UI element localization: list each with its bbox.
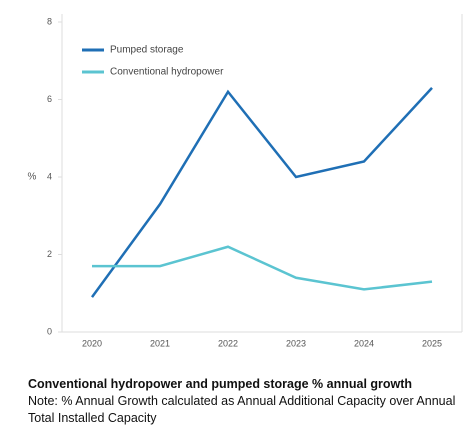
y-tick-label: 6: [47, 94, 52, 104]
legend-label: Conventional hydropower: [110, 67, 224, 78]
y-axis-label: %: [28, 172, 37, 183]
x-tick-label: 2022: [218, 338, 238, 348]
x-tick-label: 2025: [422, 338, 442, 348]
x-tick-label: 2021: [150, 338, 170, 348]
chart: % 0 2 4 6 8 2020 2021 2022 2023 2024 2025 Pumped st…: [28, 14, 463, 348]
caption-note: Note: % Annual Growth calculated as Annu…: [28, 394, 456, 425]
caption-title: Conventional hydropower and pumped stora…: [28, 377, 413, 391]
x-tick-label: 2024: [354, 338, 374, 348]
legend-label: Pumped storage: [110, 45, 184, 56]
x-tick-label: 2023: [286, 338, 306, 348]
y-tick-label: 8: [47, 16, 52, 26]
y-tick-label: 2: [47, 249, 52, 259]
caption: Conventional hydropower and pumped stora…: [28, 376, 468, 427]
y-tick-label: 0: [47, 326, 52, 336]
y-tick-label: 4: [47, 171, 52, 181]
x-tick-label: 2020: [82, 338, 102, 348]
data-line: [90, 87, 433, 298]
data-line: [92, 245, 433, 291]
